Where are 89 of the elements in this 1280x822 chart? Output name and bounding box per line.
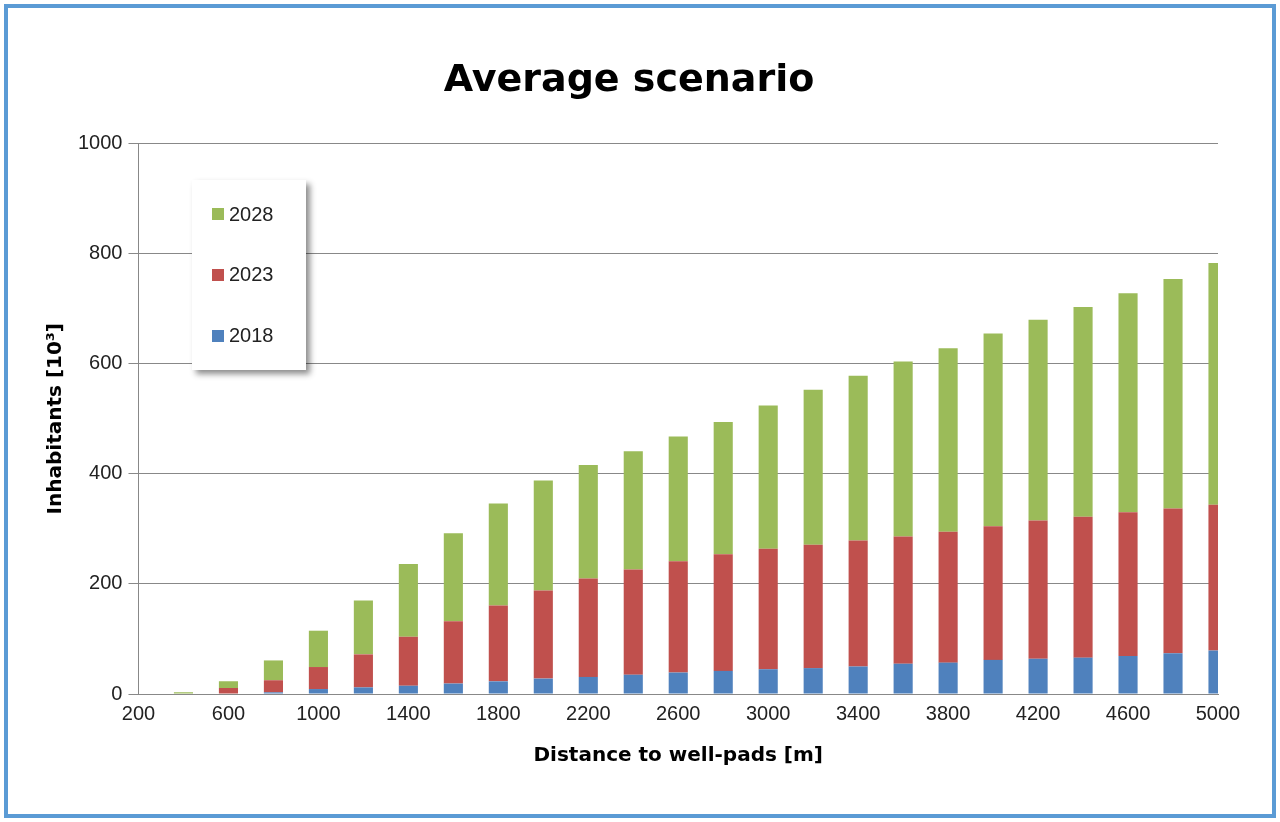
x-tick-label: 1000 [296,701,341,724]
bar [713,422,733,555]
bar [848,666,868,694]
bar [938,662,958,694]
y-tick-label: 800 [89,241,123,264]
x-tick-label: 600 [211,701,246,724]
bar [893,536,913,664]
bar [218,687,239,694]
bar [1073,516,1093,658]
bar [668,672,688,694]
x-tick-label: 5000 [1195,701,1241,724]
chart-title: Average scenario [443,55,815,100]
bar [623,569,643,675]
bar [263,680,283,693]
y-tick-label: 1000 [77,131,123,154]
bar [983,333,1003,527]
bar [308,630,328,668]
bar [488,681,508,694]
x-tick-label: 3800 [925,701,971,724]
y-tick-label: 200 [89,571,123,594]
bar [803,389,823,545]
bar [983,526,1003,660]
bar [578,578,598,677]
bar [983,659,1003,694]
bar [893,361,913,537]
bar [848,375,868,541]
bar [353,600,373,655]
bar [488,503,508,606]
y-tick-label: 0 [111,681,123,704]
x-tick-label: 2200 [566,701,611,724]
bar [353,654,373,688]
x-tick-label: 3400 [835,701,881,724]
bar [398,564,418,637]
bar [848,540,868,667]
bar [578,676,598,694]
bar [443,683,463,694]
bar [533,678,553,694]
bar [668,436,688,562]
bar [218,681,239,688]
bar [1163,279,1183,509]
bar [353,687,373,694]
bar [758,669,778,694]
bar [263,660,283,681]
bar [758,548,778,670]
bar [488,605,508,682]
bar [443,621,463,684]
bar [1118,293,1138,513]
bar [623,451,643,570]
bar [803,544,823,669]
x-tick-label: 200 [121,701,156,724]
x-tick-label: 1400 [386,701,431,724]
bar [1163,653,1183,694]
bar [758,405,778,549]
bar [1028,520,1048,659]
x-tick-label: 1800 [476,701,521,724]
bar [1118,512,1138,657]
x-tick-label: 2600 [656,701,701,724]
bar [443,533,463,622]
legend-label: 2018 [229,324,274,348]
bar [308,689,328,694]
x-tick-label: 4200 [1015,701,1061,724]
bar [1028,658,1048,694]
y-axis-title: Inhabitants [10³] [42,323,67,515]
x-tick-label: 3000 [745,701,791,724]
bar [1118,656,1138,694]
y-tick-label: 400 [89,461,123,484]
bar [1073,657,1093,694]
bar [1073,307,1093,517]
bar [938,531,958,663]
y-tick-label: 600 [89,351,123,374]
bar [713,670,733,694]
legend-label: 2028 [229,202,274,226]
bar [533,480,553,591]
bar [308,667,328,690]
bar [938,348,958,532]
bar [398,636,418,686]
x-tick-label: 4600 [1105,701,1151,724]
bar [668,561,688,673]
bar [533,590,553,679]
bar [623,674,643,694]
legend-label: 2023 [229,263,274,287]
bar [713,554,733,671]
bar [578,465,598,579]
bar [893,663,913,694]
bar [398,685,418,694]
x-axis-title: Distance to well-pads [m] [533,742,823,767]
bar [803,668,823,694]
bar [1163,508,1183,654]
bar [1028,319,1048,521]
